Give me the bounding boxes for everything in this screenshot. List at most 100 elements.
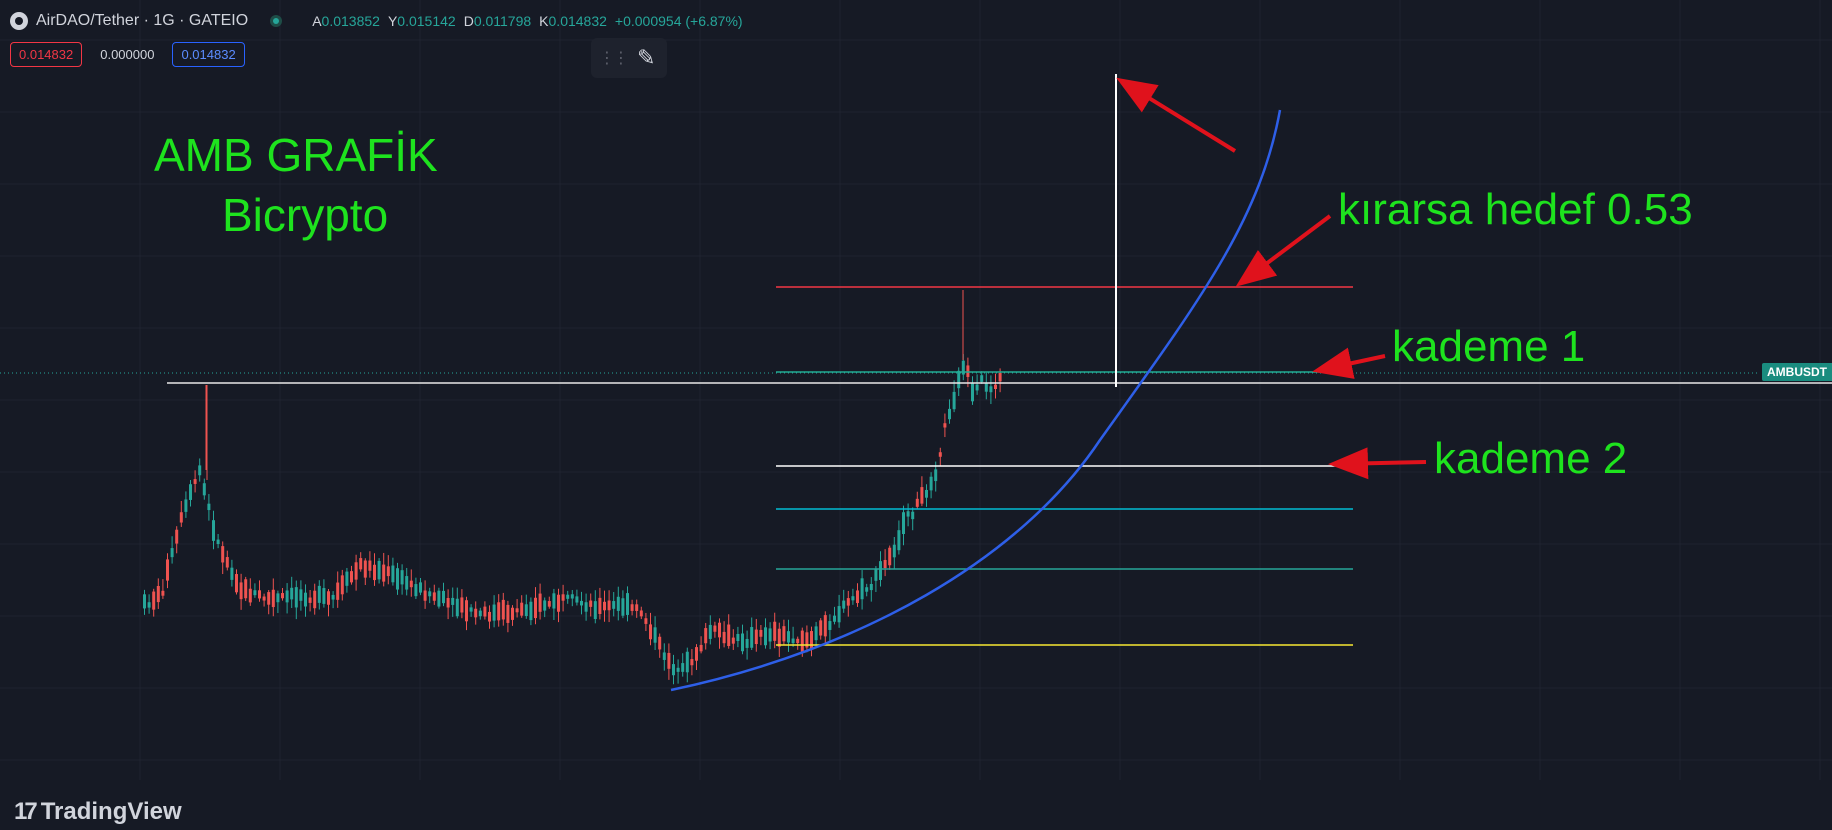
candle-body xyxy=(327,591,330,605)
candle-body xyxy=(414,584,418,597)
candle-body xyxy=(465,600,468,622)
tradingview-logo[interactable]: 17 TradingView xyxy=(14,798,182,825)
candle-body xyxy=(994,384,997,390)
sell-button[interactable]: 0.014832 xyxy=(10,42,83,67)
candle-body xyxy=(980,375,984,382)
symbol-title[interactable]: AirDAO/Tether · 1G · GATEIO xyxy=(36,12,249,29)
candle-body xyxy=(161,590,165,596)
candle-body xyxy=(469,607,473,612)
candle-body xyxy=(764,627,767,646)
parabolic-curve[interactable] xyxy=(670,109,1282,692)
arrow-to-top[interactable] xyxy=(1116,77,1237,153)
brush-icon[interactable]: ✎ xyxy=(637,45,656,70)
candle-body xyxy=(819,620,823,636)
candle-body xyxy=(782,626,786,642)
candle-body xyxy=(156,585,160,603)
candle-body xyxy=(235,574,238,593)
candle-body xyxy=(630,604,634,611)
price-scale-symbol-label: AMBUSDT xyxy=(1762,363,1832,381)
arrow-to-kademe-1[interactable] xyxy=(1312,347,1386,379)
candle-body xyxy=(189,484,192,500)
candle-body xyxy=(658,636,662,650)
level1-label: kademe 1 xyxy=(1392,322,1586,371)
candle-body xyxy=(621,598,625,616)
candle-body xyxy=(842,600,846,609)
chart-header: AirDAO/Tether · 1G · GATEIO A0.013852 Y0… xyxy=(10,9,743,33)
candle-body xyxy=(966,365,970,377)
candle-body xyxy=(948,408,951,420)
candle-body xyxy=(262,596,266,601)
candle-body xyxy=(984,382,988,392)
candle-body xyxy=(860,578,864,600)
candle-body xyxy=(952,391,956,410)
candle-body xyxy=(805,632,809,648)
floating-drawing-toolbar: ⋮⋮ ✎ xyxy=(591,38,667,78)
candle-body xyxy=(603,601,606,611)
arrow-to-breakout[interactable] xyxy=(1235,214,1332,287)
tradingview-logo-icon: 17 xyxy=(14,798,38,825)
candle-body xyxy=(915,498,919,507)
candle-body xyxy=(179,512,183,523)
candle-body xyxy=(501,599,505,620)
candle-body xyxy=(354,562,358,580)
candle-body xyxy=(483,606,487,617)
candle-body xyxy=(308,597,312,603)
candle-body xyxy=(810,631,813,649)
chart-title-text: AMB GRAFİK xyxy=(154,129,438,181)
candle-body xyxy=(455,598,459,617)
candle-body xyxy=(423,590,427,601)
drag-handle-icon[interactable]: ⋮⋮ xyxy=(599,50,629,67)
candle-body xyxy=(833,615,836,622)
arrow-to-kademe-2[interactable] xyxy=(1328,447,1427,480)
candle-body xyxy=(856,590,859,604)
candle-body xyxy=(561,594,565,601)
candle-body xyxy=(409,580,413,588)
candle-body xyxy=(892,544,896,558)
candle-body xyxy=(368,560,372,571)
candle-body xyxy=(543,600,547,611)
candle-body xyxy=(478,610,482,617)
candle-body xyxy=(152,591,156,610)
buy-button[interactable]: 0.014832 xyxy=(172,42,245,67)
candle-body xyxy=(570,594,574,599)
candle-body xyxy=(166,559,169,581)
candle-body xyxy=(281,593,284,599)
candle-body xyxy=(768,628,772,642)
candle-body xyxy=(386,566,390,577)
price-change: +0.000954 (+6.87%) xyxy=(614,13,743,29)
candle-body xyxy=(796,638,800,644)
candle-body xyxy=(405,576,409,590)
candle-body xyxy=(616,596,620,611)
candle-body xyxy=(626,593,629,615)
candle-body xyxy=(837,606,841,623)
candle-body xyxy=(451,597,455,605)
candle-body xyxy=(920,487,924,504)
candle-body xyxy=(488,611,491,622)
candle-body xyxy=(524,604,528,617)
candle-body xyxy=(492,604,496,621)
candle-body xyxy=(304,592,307,607)
candle-body xyxy=(428,591,432,597)
candle-body xyxy=(373,564,376,581)
candle-body xyxy=(888,547,892,566)
candle-body xyxy=(442,590,445,604)
candle-body xyxy=(639,610,643,617)
candle-body xyxy=(350,571,353,583)
candle-body xyxy=(184,499,188,512)
candle-body xyxy=(271,589,275,608)
candle-body xyxy=(584,602,588,612)
candle-body xyxy=(345,571,349,586)
symbol-logo-icon xyxy=(10,12,28,30)
ohlc-values: A0.013852 Y0.015142 D0.011798 K0.014832 … xyxy=(312,13,743,29)
candle-body xyxy=(552,593,556,609)
candle-body xyxy=(511,607,514,620)
candle-body xyxy=(961,360,965,375)
candle-body xyxy=(722,631,726,644)
candle-body xyxy=(598,597,602,615)
candle-body xyxy=(874,569,878,581)
candle-body xyxy=(846,598,850,606)
candle-body xyxy=(294,587,298,608)
candle-body xyxy=(975,384,979,391)
candle-body xyxy=(791,638,795,644)
